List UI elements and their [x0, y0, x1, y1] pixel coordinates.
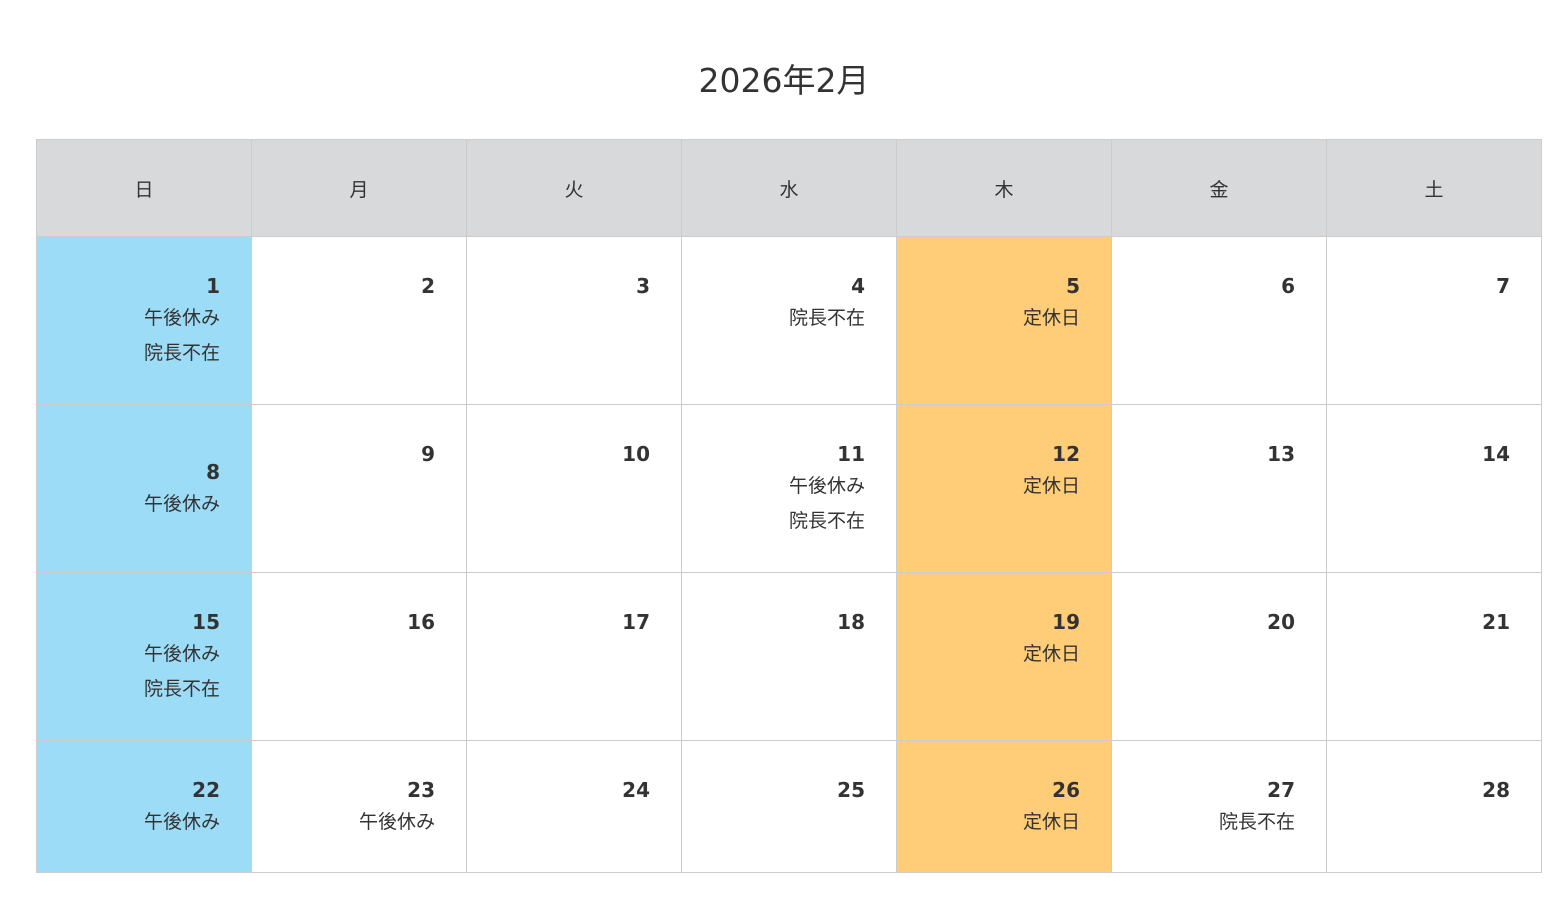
week-row: 22 午後休み 23 午後休み 24 25 26 定休日 27 院長不在 28	[36, 740, 1542, 873]
day-cell[interactable]: 9	[251, 404, 467, 573]
day-number: 6	[1281, 274, 1295, 298]
day-number: 10	[622, 442, 650, 466]
day-number: 18	[837, 610, 865, 634]
day-cell[interactable]: 1 午後休み院長不在	[36, 236, 252, 405]
day-number: 26	[1052, 778, 1080, 802]
day-number: 15	[192, 610, 220, 634]
day-cell[interactable]: 5 定休日	[896, 236, 1112, 405]
day-event: 定休日	[1022, 811, 1080, 833]
day-number: 4	[851, 274, 865, 298]
calendar-grid: 日月火水木金土 1 午後休み 院長不在 2 3 4 院長不在 5 定休日 6 7 8 午後休み 9 10 11…	[36, 139, 1542, 873]
day-number: 21	[1482, 610, 1510, 634]
day-cell[interactable]: 17	[466, 572, 682, 741]
day-cell[interactable]: 14	[1326, 404, 1542, 573]
day-event: 定休日	[1022, 475, 1080, 497]
day-number: 7	[1496, 274, 1510, 298]
day-cell[interactable]: 20	[1111, 572, 1327, 741]
day-number: 16	[407, 610, 435, 634]
day-cell[interactable]: 11 午後休み院長不在	[681, 404, 897, 573]
day-event: 午後休み	[143, 493, 220, 515]
weekday-header: 水	[681, 139, 897, 237]
weekday-header: 日	[36, 139, 252, 237]
day-number: 5	[1066, 274, 1080, 298]
day-event: 午後休み	[143, 307, 220, 329]
day-number: 11	[837, 442, 865, 466]
day-event: 院長不在	[788, 510, 865, 532]
day-event: 院長不在	[143, 678, 220, 700]
day-number: 13	[1267, 442, 1295, 466]
day-number: 24	[622, 778, 650, 802]
day-event: 院長不在	[143, 342, 220, 364]
day-event: 午後休み	[358, 811, 435, 833]
week-row: 1 午後休み 院長不在 2 3 4 院長不在 5 定休日 6 7	[36, 236, 1542, 405]
day-cell[interactable]: 12 定休日	[896, 404, 1112, 573]
day-cell[interactable]: 28	[1326, 740, 1542, 873]
day-cell[interactable]: 18	[681, 572, 897, 741]
day-number: 17	[622, 610, 650, 634]
day-cell[interactable]: 10	[466, 404, 682, 573]
day-cell[interactable]: 22 午後休み	[36, 740, 252, 873]
day-number: 25	[837, 778, 865, 802]
day-cell[interactable]: 3	[466, 236, 682, 405]
day-number: 19	[1052, 610, 1080, 634]
day-cell[interactable]: 2	[251, 236, 467, 405]
weekday-header: 月	[251, 139, 467, 237]
day-cell[interactable]: 27 院長不在	[1111, 740, 1327, 873]
day-cell[interactable]: 21	[1326, 572, 1542, 741]
weekday-header: 火	[466, 139, 682, 237]
day-number: 12	[1052, 442, 1080, 466]
week-row: 15 午後休み院長不在 16 17 18 19 定休日 20 21	[36, 572, 1542, 741]
day-cell[interactable]: 4 院長不在	[681, 236, 897, 405]
day-cell[interactable]: 23 午後休み	[251, 740, 467, 873]
day-number: 1	[206, 274, 220, 298]
day-number: 27	[1267, 778, 1295, 802]
day-event: 定休日	[1022, 307, 1080, 329]
weekday-header: 木	[896, 139, 1112, 237]
day-cell[interactable]: 26 定休日	[896, 740, 1112, 873]
day-number: 20	[1267, 610, 1295, 634]
weekday-header-row: 日月火水木金土	[36, 139, 1542, 237]
day-number: 28	[1482, 778, 1510, 802]
day-cell[interactable]: 6	[1111, 236, 1327, 405]
day-cell[interactable]: 16	[251, 572, 467, 741]
calendar-title: 2026年2月	[698, 61, 870, 100]
day-number: 22	[192, 778, 220, 802]
day-event: 院長不在	[788, 307, 865, 329]
day-number: 2	[421, 274, 435, 298]
day-event: 午後休み	[143, 811, 220, 833]
day-number: 3	[636, 274, 650, 298]
day-number: 14	[1482, 442, 1510, 466]
day-number: 23	[407, 778, 435, 802]
week-row: 8 午後休み 9 10 11 午後休み院長不在 12 定休日 13 14	[36, 404, 1542, 573]
day-cell[interactable]: 7	[1326, 236, 1542, 405]
day-cell[interactable]: 19 定休日	[896, 572, 1112, 741]
day-number: 9	[421, 442, 435, 466]
weekday-header: 土	[1326, 139, 1542, 237]
day-cell[interactable]: 15 午後休み院長不在	[36, 572, 252, 741]
day-cell[interactable]: 13	[1111, 404, 1327, 573]
day-cell[interactable]: 25	[681, 740, 897, 873]
day-cell[interactable]: 8 午後休み	[36, 404, 252, 573]
day-event: 院長不在	[1218, 811, 1295, 833]
day-event: 午後休み	[788, 475, 865, 497]
day-event: 定休日	[1022, 643, 1080, 665]
day-number: 8	[206, 460, 220, 484]
weekday-header: 金	[1111, 139, 1327, 237]
day-event: 午後休み	[143, 643, 220, 665]
day-cell[interactable]: 24	[466, 740, 682, 873]
